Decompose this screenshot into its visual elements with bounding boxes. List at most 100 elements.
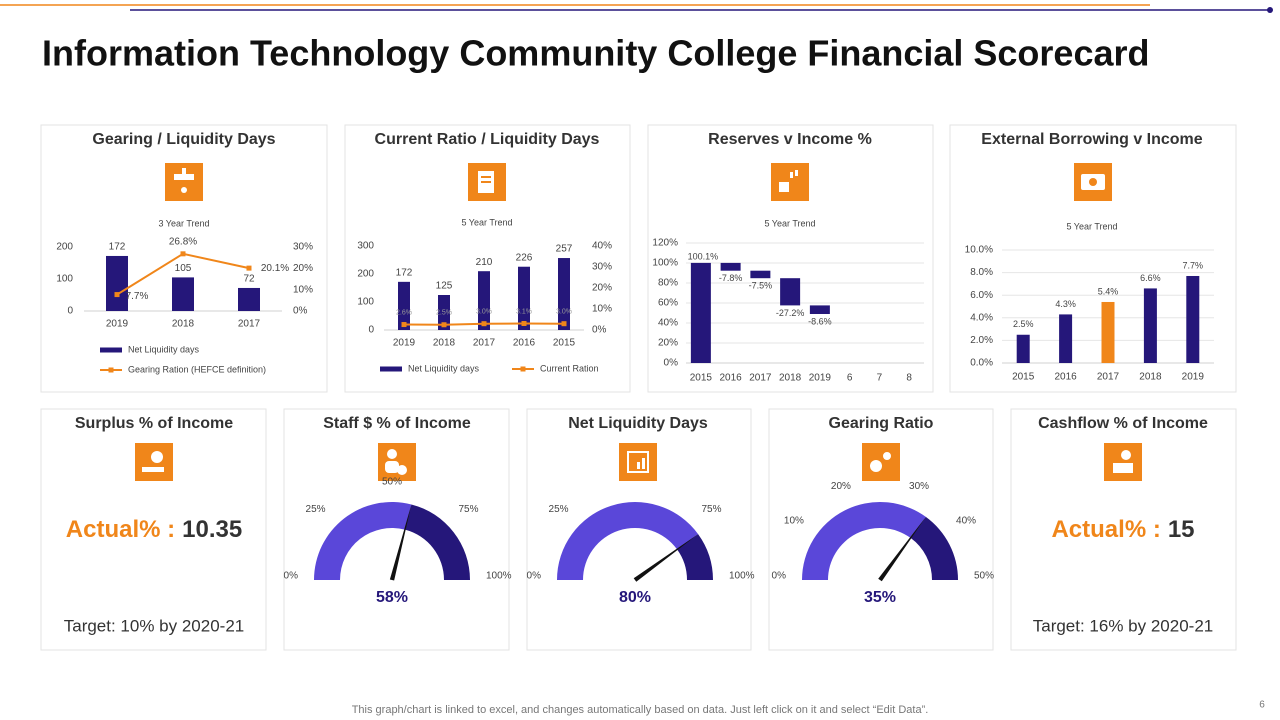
bar: [720, 262, 741, 271]
gauge-value: 80%: [619, 589, 651, 606]
x-tick-label: 2019: [106, 319, 129, 330]
y-tick-label: 8.0%: [970, 267, 993, 278]
chart-title: Gearing / Liquidity Days: [92, 131, 275, 148]
x-tick-label: 6: [847, 373, 853, 384]
data-label: 5.4%: [1098, 286, 1119, 296]
y-tick-label: 120%: [652, 238, 678, 249]
chart-title: External Borrowing v Income: [981, 131, 1202, 148]
data-label: 6.6%: [1140, 273, 1161, 283]
data-label: 3.1%: [516, 308, 532, 315]
y-tick-label: 2.0%: [970, 335, 993, 346]
gauge-tick-label: 75%: [458, 504, 478, 515]
bar: [238, 287, 260, 311]
slide-title: Information Technology Community College…: [42, 33, 1150, 74]
data-label: 3.0%: [476, 309, 492, 316]
footer-note: This graph/chart is linked to excel, and…: [352, 704, 929, 716]
y-tick-label: 80%: [658, 278, 678, 289]
chart-subtitle: 5 Year Trend: [461, 217, 512, 227]
bar: [1186, 275, 1200, 363]
data-label: 172: [396, 267, 413, 278]
data-label: 226: [516, 252, 533, 263]
data-label: 2.5%: [436, 310, 452, 317]
page-number: 6: [1259, 700, 1265, 711]
y2-tick-label: 30%: [293, 242, 313, 253]
y-tick-label: 0: [368, 325, 374, 336]
data-label: 7.7%: [1183, 260, 1204, 270]
y-tick-label: 60%: [658, 298, 678, 309]
chart-title: Staff $ % of Income: [323, 415, 471, 432]
bar: [750, 270, 771, 279]
legend-label: Gearing Ration (HEFCE definition): [128, 364, 266, 374]
gauge-tick-label: 50%: [382, 477, 402, 488]
y-tick-label: 0.0%: [970, 358, 993, 369]
data-label: -7.8%: [719, 273, 743, 283]
y2-tick-label: 0%: [293, 306, 308, 317]
data-label: 7.7%: [126, 291, 149, 302]
legend-swatch: [108, 367, 114, 373]
y-tick-label: 100%: [652, 258, 678, 269]
gauge-tick-label: 25%: [306, 504, 326, 515]
data-label: 26.8%: [169, 236, 197, 247]
x-tick-label: 2016: [720, 373, 743, 384]
data-label: 210: [476, 257, 493, 268]
data-label: 2.6%: [396, 309, 412, 316]
x-tick-label: 2018: [1139, 372, 1162, 383]
target: Target: 16% by 2020-21: [1033, 616, 1214, 635]
gauge-needle: [633, 534, 699, 582]
bar: [1101, 301, 1115, 363]
x-tick-label: 2015: [1012, 372, 1035, 383]
y-tick-label: 6.0%: [970, 290, 993, 301]
line-marker: [180, 251, 186, 257]
data-label: 4.3%: [1055, 299, 1076, 309]
card-title: Cashflow % of Income: [1038, 415, 1208, 432]
gauge-rest: [910, 516, 958, 580]
gauge-tick-label: 75%: [701, 504, 721, 515]
y-tick-label: 40%: [658, 318, 678, 329]
x-tick-label: 8: [906, 373, 912, 384]
y-tick-label: 100: [357, 297, 374, 308]
bar: [1059, 314, 1073, 363]
y2-tick-label: 40%: [592, 241, 612, 252]
y-tick-label: 20%: [658, 338, 678, 349]
line-marker: [521, 320, 527, 326]
actual: Actual% : 15: [1051, 516, 1194, 543]
x-tick-label: 2018: [172, 319, 195, 330]
data-label: 2.5%: [1013, 319, 1034, 329]
x-tick-label: 2016: [1054, 372, 1077, 383]
x-tick-label: 2018: [779, 373, 802, 384]
x-tick-label: 2019: [1182, 372, 1205, 383]
gauge-tick-label: 100%: [729, 571, 755, 582]
y-tick-label: 0: [67, 306, 73, 317]
x-tick-label: 2019: [393, 338, 416, 349]
legend-swatch: [520, 366, 526, 372]
bar: [558, 258, 570, 330]
x-tick-label: 2016: [513, 338, 536, 349]
data-label: -7.5%: [749, 281, 773, 291]
line-marker: [441, 322, 447, 328]
data-label: 72: [243, 274, 255, 285]
gauge-value: 58%: [376, 589, 408, 606]
bar: [690, 262, 711, 363]
chart-subtitle: 3 Year Trend: [158, 218, 209, 228]
y-tick-label: 200: [357, 269, 374, 280]
x-tick-label: 2017: [238, 319, 261, 330]
bar: [518, 266, 530, 330]
line-marker: [114, 292, 120, 298]
y-tick-label: 200: [56, 242, 73, 253]
bar: [478, 271, 490, 330]
line-marker: [481, 321, 487, 327]
gauge-tick-label: 30%: [909, 481, 929, 492]
chart-title: Reserves v Income %: [708, 131, 872, 148]
chart-title: Net Liquidity Days: [568, 415, 708, 432]
bar: [809, 305, 830, 314]
gauge-tick-label: 20%: [831, 481, 851, 492]
data-label: 257: [556, 244, 573, 255]
bar: [1016, 334, 1030, 363]
gauge-tick-label: 25%: [549, 504, 569, 515]
legend-label: Current Ration: [540, 363, 599, 373]
line-marker: [561, 321, 567, 327]
data-label: 105: [175, 263, 192, 274]
y2-tick-label: 0%: [592, 325, 607, 336]
gauge-tick-label: 0%: [527, 571, 542, 582]
